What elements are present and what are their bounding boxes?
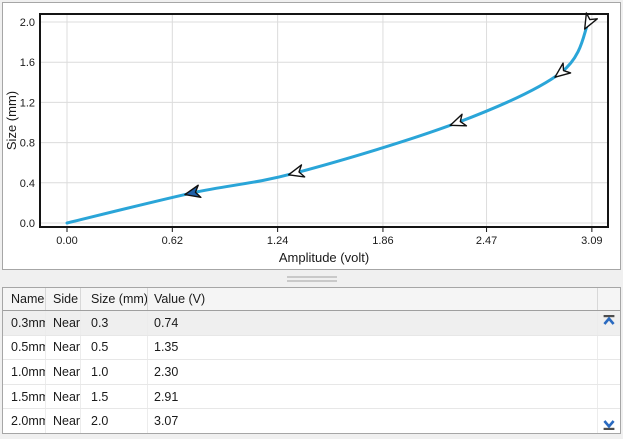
curve-marker[interactable] <box>287 164 306 181</box>
y-tick-label: 2.0 <box>20 17 35 29</box>
table-row[interactable]: 0.3mm Near 0.3 0.74 <box>3 311 620 336</box>
chart-panel: 0.00 0.62 1.24 1.86 2.47 3.09 0.0 0.4 0.8 1.2 1.6 2… <box>2 2 621 270</box>
selected-marker-arrow-icon <box>184 184 202 199</box>
y-tick-label: 1.2 <box>20 97 35 109</box>
marker-arrow-icon <box>583 12 598 30</box>
x-tick-label: 1.24 <box>267 235 288 247</box>
move-to-top-icon <box>603 315 615 333</box>
size-amplitude-chart: 0.00 0.62 1.24 1.86 2.47 3.09 0.0 0.4 0.8 1.2 1.6 2… <box>4 12 609 265</box>
cell-size: 0.5 <box>81 335 148 360</box>
horizontal-splitter[interactable] <box>2 270 621 287</box>
marker-arrow-icon <box>449 113 468 127</box>
cell-name: 1.0mm <box>3 360 46 384</box>
curve-marker[interactable] <box>551 62 572 82</box>
cell-size: 0.3 <box>81 311 148 335</box>
cell-value: 3.07 <box>148 409 598 433</box>
cell-name: 0.3mm <box>3 311 46 335</box>
move-to-bottom-icon <box>603 412 615 430</box>
column-header-value[interactable]: Value (V) <box>148 288 598 310</box>
cell-side: Near <box>46 409 81 433</box>
cell-side: Near <box>46 311 81 335</box>
points-table-panel: Name Side Size (mm) Value (V) 0.3mm Near 0.3 0… <box>2 287 621 434</box>
table-row[interactable]: 1.5mm Near 1.5 2.91 <box>3 384 620 410</box>
grip-lines-icon <box>286 275 337 278</box>
table-header: Name Side Size (mm) Value (V) <box>3 288 620 311</box>
cell-side: Near <box>46 335 81 360</box>
y-tick-label: 0.0 <box>20 218 35 230</box>
plot-border <box>39 13 609 228</box>
marker-arrow-icon <box>554 62 572 78</box>
move-to-top-button[interactable] <box>601 314 617 334</box>
cell-value: 0.74 <box>148 311 598 335</box>
y-tick-label: 0.4 <box>20 178 35 190</box>
x-tick-label: 2.47 <box>476 235 497 247</box>
cell-size: 1.5 <box>81 384 148 409</box>
x-tick-label: 1.86 <box>372 235 393 247</box>
cell-size: 2.0 <box>81 409 148 433</box>
cell-side: Near <box>46 384 81 409</box>
x-tick-label: 3.09 <box>581 235 602 247</box>
table-row[interactable]: 1.0mm Near 1.0 2.30 <box>3 360 620 385</box>
cell-name: 1.5mm <box>3 384 46 409</box>
table-body: 0.3mm Near 0.3 0.74 0.5mm Near 0.5 1.35 1.0mm Nea… <box>3 311 620 433</box>
column-header-size[interactable]: Size (mm) <box>81 288 148 310</box>
grip-lines-icon <box>286 279 337 282</box>
curve-marker[interactable] <box>579 12 598 32</box>
cell-value: 2.30 <box>148 360 598 384</box>
column-header-actions <box>598 288 620 310</box>
cell-actions <box>598 385 620 409</box>
x-tick-label: 0.62 <box>162 235 183 247</box>
cell-side: Near <box>46 360 81 384</box>
cell-name: 0.5mm <box>3 335 46 360</box>
column-header-side[interactable]: Side <box>46 288 81 310</box>
y-axis-label: Size (mm) <box>4 91 19 150</box>
x-axis-label: Amplitude (volt) <box>279 250 369 265</box>
curve-marker[interactable] <box>184 184 202 200</box>
x-tick-label: 0.00 <box>56 235 77 247</box>
y-tick-label: 0.8 <box>20 138 35 150</box>
cell-value: 2.91 <box>148 384 598 409</box>
marker-arrow-icon <box>287 164 306 178</box>
y-tick-label: 1.6 <box>20 57 35 69</box>
table-row[interactable]: 0.5mm Near 0.5 1.35 <box>3 335 620 361</box>
column-header-name[interactable]: Name <box>3 288 46 310</box>
move-to-bottom-button[interactable] <box>601 411 617 431</box>
curve-marker[interactable] <box>448 113 468 131</box>
calibration-curve <box>65 20 590 225</box>
table-row[interactable]: 2.0mm Near 2.0 3.07 <box>3 409 620 433</box>
cell-actions <box>598 360 620 384</box>
cell-actions <box>598 336 620 360</box>
cell-size: 1.0 <box>81 360 148 384</box>
cell-name: 2.0mm <box>3 409 46 433</box>
cell-value: 1.35 <box>148 335 598 360</box>
